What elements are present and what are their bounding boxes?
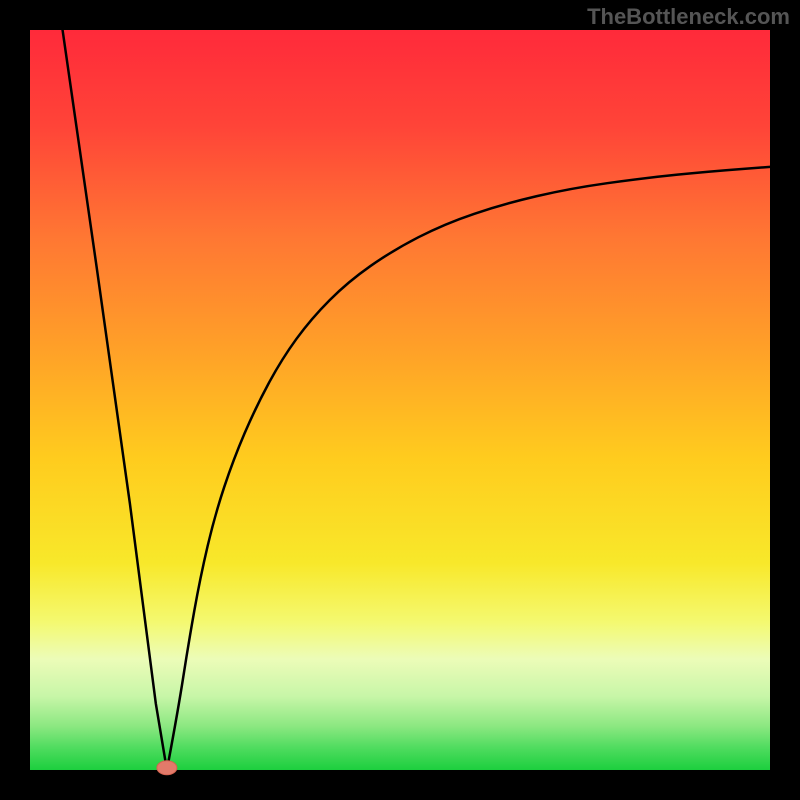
bottleneck-chart bbox=[0, 0, 800, 800]
plot-background bbox=[30, 30, 770, 770]
chart-container: TheBottleneck.com bbox=[0, 0, 800, 800]
minimum-marker bbox=[157, 761, 177, 775]
watermark-text: TheBottleneck.com bbox=[587, 4, 790, 30]
